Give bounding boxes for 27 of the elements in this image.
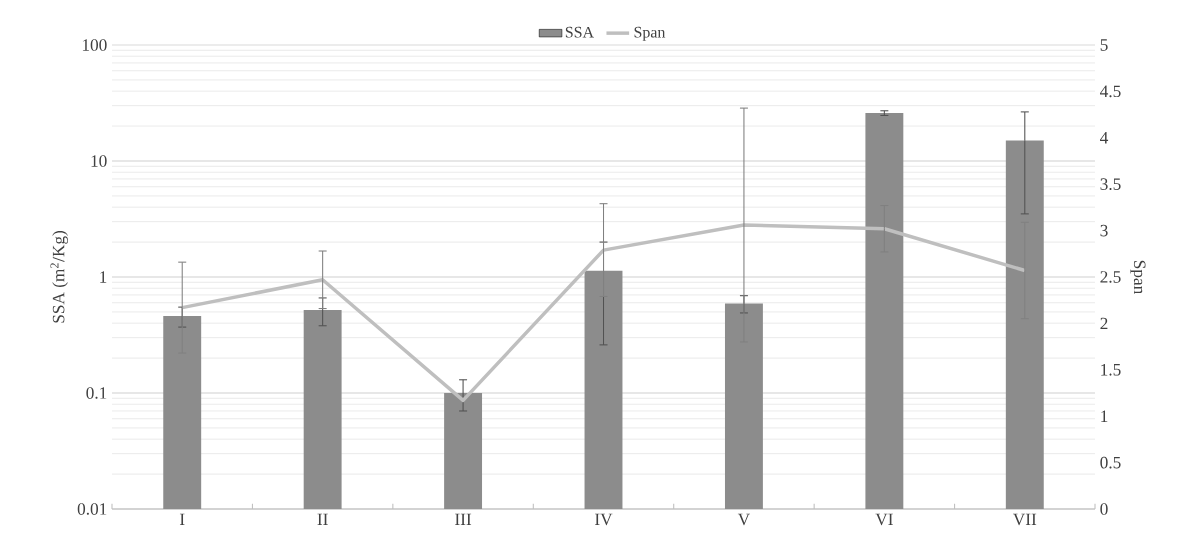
legend-label: Span [634,26,666,41]
y2-tick-label: 0.5 [1100,456,1121,469]
y-axis-title: SSA (m$^{2}$/Kg) [50,230,68,323]
y-tick-label: 10 [91,155,107,167]
y-tick-label: 100 [82,39,107,51]
y2-tick-label: 1 [1101,410,1108,422]
y2-tick-label: 3.5 [1100,178,1121,191]
x-tick-label: II [317,513,328,525]
y2-tick-label: 1.5 [1101,363,1121,376]
x-tick-label: VII [1013,513,1037,526]
y2-axis-title: Span [1130,260,1146,295]
y2-tick-label: 3 [1100,224,1108,237]
x-tick-label: VI [875,513,893,526]
x-tick-label: V [737,513,750,526]
y2-tick-label: 4 [1100,132,1109,144]
y2-tick-label: 2.5 [1100,271,1121,283]
y-tick-label: 0.01 [77,503,107,515]
x-tick-label: IV [595,513,613,526]
y-tick-label: 1 [100,271,107,283]
y2-tick-label: 5 [1100,39,1108,51]
y-tick-label: 0.1 [86,387,107,399]
y2-tick-label: 2 [1100,317,1108,330]
x-tick-label: III [455,513,472,525]
x-tick-label: I [179,513,185,525]
legend-label: SSA [565,26,594,38]
y2-tick-label: 4.5 [1100,85,1121,98]
y2-tick-label: 0 [1100,503,1108,515]
